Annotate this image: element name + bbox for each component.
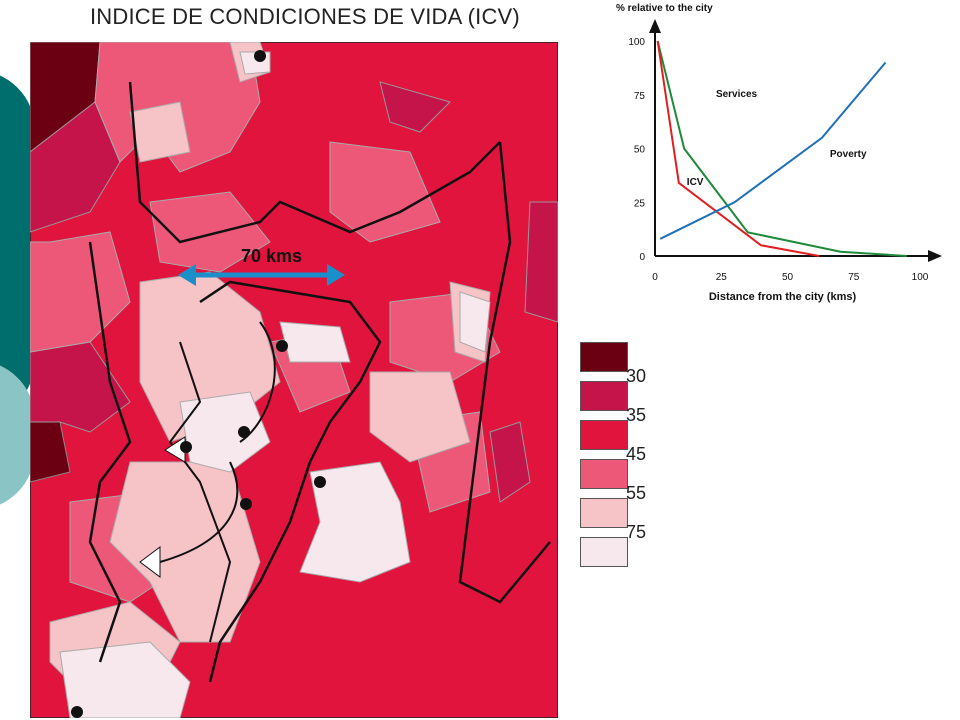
legend-swatch	[580, 498, 628, 528]
legend-label: 30	[626, 366, 647, 386]
distance-label: 70 kms	[241, 246, 302, 266]
x-axis-label: Distance from the city (kms)	[709, 291, 857, 303]
series-line-icv	[656, 40, 820, 257]
region-light-mid	[149, 191, 271, 273]
city-marker	[314, 476, 326, 488]
region-lightest	[279, 321, 351, 363]
city-marker	[240, 498, 252, 510]
x-tick-label: 25	[716, 272, 728, 283]
series-label-services: Services	[716, 89, 758, 100]
region-lightest	[299, 461, 411, 583]
region-light-mid	[329, 141, 441, 243]
region-dark	[524, 201, 558, 323]
legend-label: 75	[626, 522, 647, 542]
region-light-mid	[30, 231, 131, 353]
distance-arrow-head-right	[327, 264, 345, 286]
city-marker	[254, 50, 266, 62]
series-line-poverty	[659, 61, 887, 240]
curved-arrow	[159, 461, 239, 563]
legend-label: 35	[626, 405, 647, 425]
legend-swatch	[580, 459, 628, 489]
x-tick-label: 50	[782, 272, 794, 283]
boundary-line	[128, 81, 501, 244]
legend-swatch	[580, 381, 628, 411]
city-marker	[238, 426, 250, 438]
region-light	[109, 461, 261, 643]
legend-swatch	[580, 537, 628, 567]
line-chart: % relative to the city 0 25 50 75 100 0 25 50 75 1…	[616, 3, 942, 303]
x-tick-label: 0	[652, 272, 658, 283]
series-label-icv: ICV	[687, 177, 704, 188]
y-tick-label: 0	[639, 252, 645, 263]
chart-title: % relative to the city	[616, 3, 713, 14]
region-dark	[489, 421, 531, 503]
x-axis-arrow	[928, 250, 942, 262]
region-lightest	[459, 291, 491, 353]
region-dark	[379, 81, 451, 133]
city-marker	[71, 706, 83, 718]
series-label-poverty: Poverty	[830, 149, 867, 160]
boundary-line	[88, 241, 132, 663]
decorative-side-band	[0, 70, 35, 420]
region-light	[369, 371, 471, 463]
boundary-line	[199, 280, 382, 683]
x-tick-label: 100	[912, 272, 929, 283]
x-tick-label: 75	[848, 272, 860, 283]
y-tick-label: 100	[628, 37, 645, 48]
y-axis-arrow	[649, 19, 661, 33]
legend-swatch	[580, 420, 628, 450]
region-light	[129, 101, 191, 163]
y-tick-label: 50	[634, 145, 646, 156]
legend-swatch	[580, 342, 628, 372]
legend-label: 45	[626, 444, 647, 464]
curved-arrow	[239, 321, 276, 443]
map-title: INDICE DE CONDICIONES DE VIDA (ICV)	[90, 4, 520, 29]
region-lightest	[59, 641, 191, 718]
distance-arrow-head-left	[178, 264, 196, 286]
y-tick-label: 75	[634, 91, 646, 102]
region-dark	[30, 101, 121, 233]
boundary-line	[458, 141, 551, 604]
y-tick-label: 25	[634, 198, 646, 209]
choropleth-map: 70 kms	[30, 42, 558, 718]
arrow-head	[139, 546, 161, 578]
city-marker	[180, 441, 192, 453]
legend-label: 55	[626, 483, 647, 503]
city-marker	[276, 340, 288, 352]
series-line-services	[656, 40, 907, 257]
